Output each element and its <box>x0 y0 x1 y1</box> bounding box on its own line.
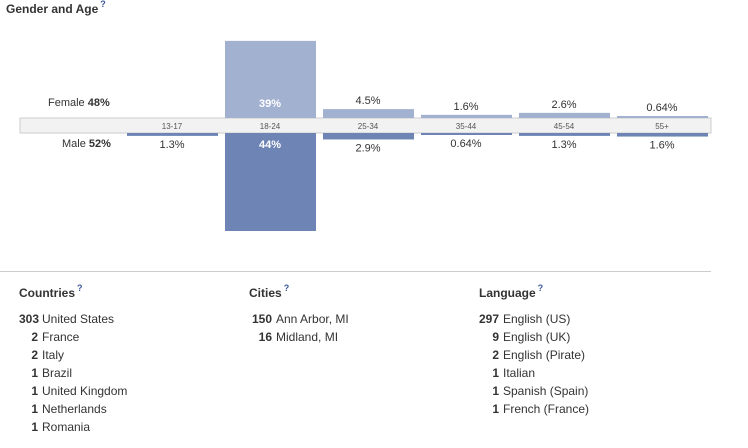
female-bar-18-24[interactable] <box>225 40 316 118</box>
language-title: Language? <box>479 283 544 300</box>
list-item: 2 English (Pirate) <box>479 348 589 366</box>
list-item: 9 English (UK) <box>479 330 589 348</box>
male-bar-45-54[interactable] <box>519 133 610 136</box>
list-item: 1 Brazil <box>19 366 127 384</box>
item-count: 1 <box>492 402 499 416</box>
item-count: 1 <box>492 366 499 380</box>
item-name: Italian <box>503 366 536 380</box>
item-name: Ann Arbor, MI <box>276 312 349 326</box>
female-value-label: 39% <box>259 98 281 110</box>
list-item: 1 United Kingdom <box>19 384 127 402</box>
male-value-label: 2.9% <box>355 142 380 154</box>
help-icon[interactable]: ? <box>100 0 106 9</box>
list-item: 1 French (France) <box>479 402 589 420</box>
gender-age-chart: 13-17 1.3% 18-24 39% 44% 25-34 4.5% 2.9% 35-44 1.… <box>19 40 712 231</box>
item-count: 150 <box>251 312 272 326</box>
countries-title-text: Countries <box>19 286 76 300</box>
male-bar-13-17[interactable] <box>127 133 218 136</box>
gender-age-title-text: Gender and Age <box>6 2 99 16</box>
item-count: 303 <box>19 312 40 326</box>
female-value-label: 4.5% <box>355 95 380 107</box>
item-count: 2 <box>31 330 38 344</box>
item-name: Midland, MI <box>276 330 339 344</box>
help-icon[interactable]: ? <box>537 283 544 293</box>
item-name: English (UK) <box>503 330 571 344</box>
gender-age-title: Gender and Age? <box>6 0 106 16</box>
item-count: 1 <box>31 366 38 380</box>
item-count: 1 <box>31 420 38 434</box>
section-divider <box>0 271 711 272</box>
item-name: French (France) <box>503 402 590 416</box>
list-item: 2 France <box>19 330 127 348</box>
item-name: Italy <box>42 348 65 362</box>
item-count: 297 <box>479 312 500 326</box>
item-name: Brazil <box>42 366 73 380</box>
item-name: Netherlands <box>42 402 107 416</box>
male-bar-25-34[interactable] <box>323 133 414 140</box>
male-percent: 52% <box>88 138 111 150</box>
female-percent: 48% <box>87 97 110 109</box>
item-count: 1 <box>492 384 499 398</box>
help-icon[interactable]: ? <box>283 283 290 293</box>
male-legend: Male 52% <box>62 138 111 150</box>
age-tick-label: 18-24 <box>260 122 281 131</box>
age-tick-label: 13-17 <box>162 122 183 131</box>
item-name: English (Pirate) <box>503 348 586 362</box>
item-name: United States <box>42 312 115 326</box>
age-tick-label: 35-44 <box>456 122 477 131</box>
help-icon[interactable]: ? <box>77 283 83 293</box>
male-bar-55+[interactable] <box>617 133 708 137</box>
male-value-label: 0.64% <box>450 138 481 150</box>
item-count: 2 <box>492 348 499 362</box>
list-item: 1 Italian <box>479 366 589 384</box>
countries-list: 303 United States 2 France 2 Italy 1 Brazil 1 Uni… <box>19 312 127 438</box>
female-bar-35-44[interactable] <box>421 114 512 118</box>
male-value-label: 1.3% <box>551 139 576 151</box>
item-name: Romania <box>42 420 91 434</box>
list-item: 297 English (US) <box>479 312 589 330</box>
female-bar-55+[interactable] <box>617 116 708 118</box>
item-name: United Kingdom <box>42 384 128 398</box>
list-item: 303 United States <box>19 312 127 330</box>
list-item: 1 Spanish (Spain) <box>479 384 589 402</box>
male-value-label: 1.3% <box>159 139 184 151</box>
item-count: 16 <box>258 330 272 344</box>
cities-title: Cities? <box>249 283 290 300</box>
female-value-label: 2.6% <box>551 99 576 111</box>
list-item: 150 Ann Arbor, MI <box>249 312 349 330</box>
list-item: 2 Italy <box>19 348 127 366</box>
male-label: Male <box>62 138 86 150</box>
item-name: France <box>42 330 80 344</box>
cities-list: 150 Ann Arbor, MI 16 Midland, MI <box>249 312 349 348</box>
female-label: Female <box>48 97 85 109</box>
countries-title: Countries? <box>19 283 83 300</box>
female-legend: Female 48% <box>48 97 110 109</box>
list-item: 1 Romania <box>19 420 127 438</box>
male-value-label: 1.6% <box>649 140 674 152</box>
male-bar-18-24[interactable] <box>225 133 316 231</box>
age-tick-label: 25-34 <box>358 122 379 131</box>
item-count: 9 <box>492 330 499 344</box>
item-count: 2 <box>31 348 38 362</box>
item-count: 1 <box>31 384 38 398</box>
age-tick-label: 55+ <box>655 122 669 131</box>
list-item: 16 Midland, MI <box>249 330 349 348</box>
female-value-label: 0.64% <box>646 102 677 114</box>
cities-title-text: Cities <box>249 286 282 300</box>
female-bar-25-34[interactable] <box>323 109 414 118</box>
female-value-label: 1.6% <box>453 101 478 113</box>
age-tick-label: 45-54 <box>554 122 575 131</box>
list-item: 1 Netherlands <box>19 402 127 420</box>
item-name: English (US) <box>503 312 571 326</box>
language-list: 297 English (US) 9 English (UK) 2 English (Pi… <box>479 312 589 420</box>
male-value-label: 44% <box>259 139 281 151</box>
female-bar-45-54[interactable] <box>519 112 610 118</box>
language-title-text: Language <box>479 286 536 300</box>
item-count: 1 <box>31 402 38 416</box>
item-name: Spanish (Spain) <box>503 384 589 398</box>
male-bar-35-44[interactable] <box>421 133 512 135</box>
